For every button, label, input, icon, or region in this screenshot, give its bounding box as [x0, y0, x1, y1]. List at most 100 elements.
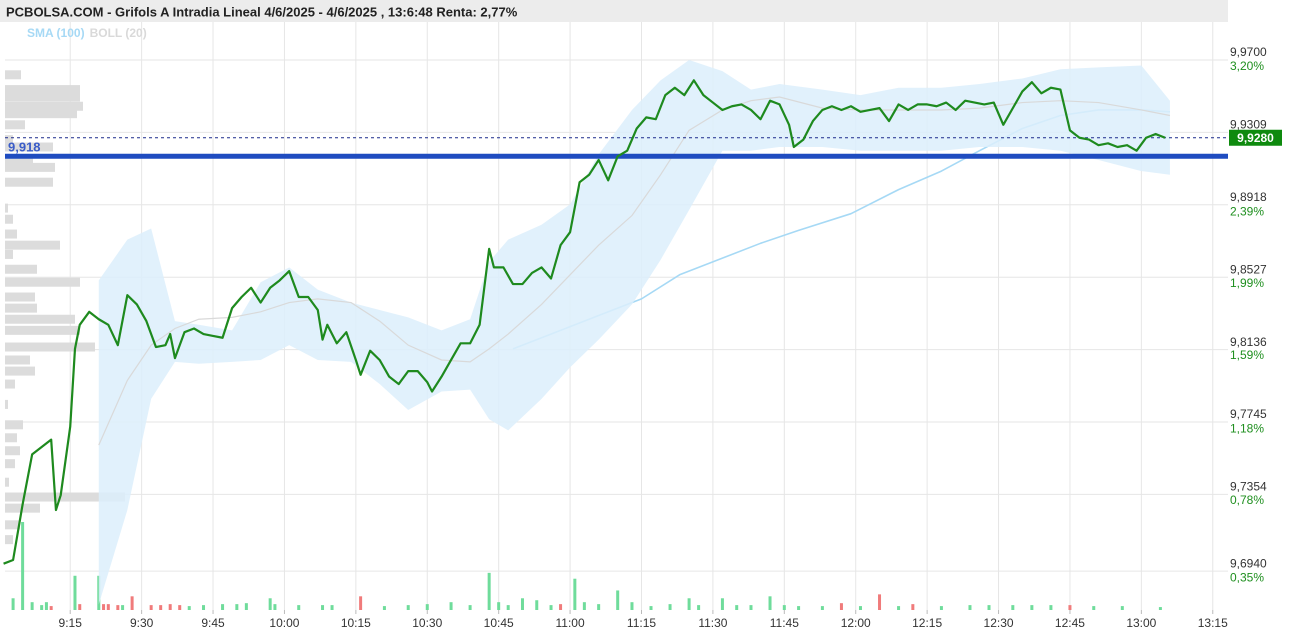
- volume-bar: [559, 604, 563, 610]
- volume-bar: [106, 604, 110, 610]
- axis-labels: 9:15 9:30 9:45 10:00 10:15 10:30 10:45 11:00 11:…: [27, 26, 1282, 630]
- volume-bar: [159, 605, 163, 610]
- y2-tick-label: 2,39%: [1230, 204, 1264, 218]
- price: [3, 79, 1166, 565]
- volume-bar: [858, 606, 862, 610]
- y-tick-label: 9,7354: [1230, 480, 1267, 494]
- volume-bar: [630, 602, 634, 610]
- profile-bar: [5, 240, 60, 250]
- volume-bar: [573, 578, 577, 610]
- y2-tick-label: 1,99%: [1230, 276, 1264, 290]
- x-tick-label: 12:00: [841, 616, 871, 630]
- y2-tick-label: 3,20%: [1230, 59, 1264, 73]
- volume-bar: [1030, 605, 1034, 610]
- last-price-label: 9,9280: [1237, 131, 1274, 145]
- profile-bar: [5, 249, 13, 259]
- x-tick-label: 13:15: [1198, 616, 1228, 630]
- volume-bar: [506, 605, 510, 610]
- profile-bar: [5, 303, 37, 313]
- volume-bar: [520, 598, 524, 610]
- x-tick-label: 10:30: [412, 616, 442, 630]
- profile-bar: [5, 142, 53, 152]
- volume-bar: [297, 605, 301, 610]
- volume: [11, 522, 1162, 610]
- volume-bar: [130, 596, 134, 610]
- profile-bar: [5, 70, 21, 80]
- reference: 9,918: [5, 137, 1228, 159]
- bollinger-band: [98, 59, 1170, 605]
- volume-bar: [782, 605, 786, 610]
- volume-bar: [720, 598, 724, 610]
- volume-bar: [178, 605, 182, 610]
- y-tick-label: 9,6940: [1230, 556, 1267, 570]
- profile-bar: [5, 109, 77, 119]
- volume-bar: [968, 605, 972, 610]
- x-tick-label: 11:45: [770, 616, 799, 630]
- legend-entry: BOLL (20): [90, 26, 147, 40]
- volume-bar: [321, 605, 325, 610]
- volume-bar: [268, 598, 272, 610]
- profile-bar: [5, 277, 80, 287]
- volume-bar: [939, 606, 943, 610]
- profile-bar: [5, 399, 8, 409]
- volume-bar: [468, 605, 472, 610]
- volume-bar: [878, 594, 882, 610]
- y2-tick-label: 0,78%: [1230, 493, 1264, 507]
- price-line: [3, 79, 1166, 565]
- x-tick-label: 9:15: [59, 616, 83, 630]
- volume-bar: [168, 604, 172, 610]
- profile-bar: [5, 85, 80, 95]
- x-tick-label: 10:00: [269, 616, 299, 630]
- y-tick-label: 9,7745: [1230, 407, 1267, 421]
- volume-bar: [21, 522, 25, 610]
- x-tick-label: 10:15: [341, 616, 371, 630]
- profile-bar: [5, 535, 13, 545]
- profile-bar: [5, 366, 35, 376]
- profile-bar: [5, 203, 8, 213]
- profile-bar: [5, 342, 95, 352]
- x-tick-label: 11:00: [556, 616, 585, 630]
- price-profile: [5, 70, 125, 545]
- volume-bar: [102, 604, 106, 610]
- volume-bar: [735, 605, 739, 610]
- profile-bar: [5, 325, 80, 335]
- x-tick-label: 13:00: [1126, 616, 1156, 630]
- x-tick-label: 11:30: [698, 616, 727, 630]
- volume-bar: [121, 605, 125, 610]
- profile-bar: [5, 420, 23, 430]
- volume-bar: [616, 590, 620, 610]
- legend-entry: SMA (100): [27, 26, 85, 40]
- title-bar: [0, 0, 1228, 22]
- volume-bar: [116, 605, 120, 610]
- volume-bar: [359, 596, 363, 610]
- volume-bar: [330, 605, 334, 610]
- volume-bar: [1068, 605, 1072, 610]
- volume-bar: [497, 602, 501, 610]
- profile-bar: [5, 120, 25, 130]
- profile-bar: [5, 177, 53, 187]
- volume-bar: [40, 605, 44, 610]
- profile-bar: [5, 433, 17, 443]
- x-tick-label: 9:30: [130, 616, 154, 630]
- volume-bar: [768, 596, 772, 610]
- volume-bar: [1158, 607, 1162, 610]
- profile-bar: [5, 264, 37, 274]
- volume-bar: [78, 604, 82, 610]
- volume-bar: [820, 606, 824, 610]
- profile-bar: [5, 135, 13, 145]
- volume-bar: [487, 572, 491, 610]
- y-tick-label: 9,8918: [1230, 190, 1267, 204]
- y2-tick-label: 1,59%: [1230, 348, 1264, 362]
- profile-bar: [5, 459, 15, 469]
- volume-bar: [797, 606, 801, 610]
- volume-bar: [49, 606, 53, 610]
- volume-bar: [187, 606, 191, 610]
- volume-bar: [30, 602, 34, 610]
- profile-bar: [5, 214, 13, 224]
- volume-bar: [582, 602, 586, 610]
- volume-bar: [1049, 605, 1053, 610]
- y-tick-label: 9,8527: [1230, 262, 1267, 276]
- x-tick-label: 9:45: [201, 616, 225, 630]
- volume-bar: [987, 605, 991, 610]
